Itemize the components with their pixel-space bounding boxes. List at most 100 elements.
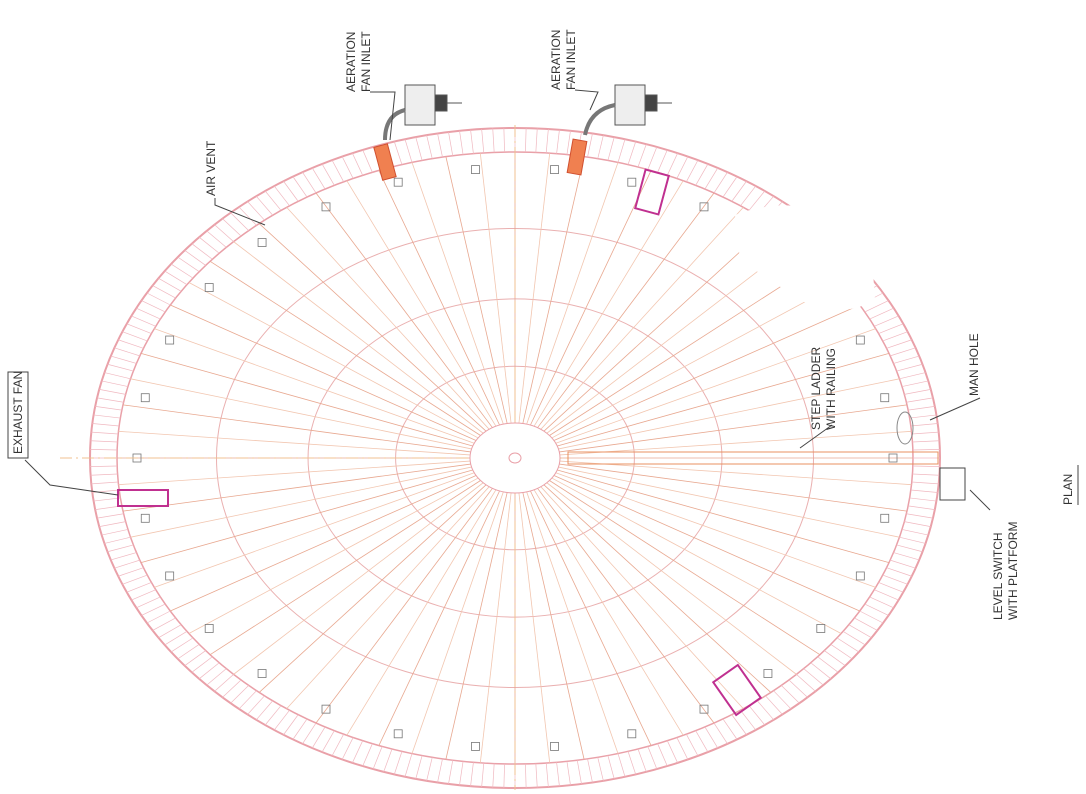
vent-square [140, 393, 150, 403]
rim-hatch [191, 656, 213, 673]
rim-hatch [647, 746, 658, 770]
rim-hatch [437, 758, 443, 783]
rim-hatch [93, 497, 121, 502]
radial-line [518, 492, 551, 763]
rim-hatch [890, 559, 916, 569]
rim-hatch [311, 726, 326, 749]
rim-hatch [525, 763, 527, 788]
vent-square [165, 571, 175, 581]
rim-hatch [912, 440, 940, 443]
rim-hatch [141, 603, 166, 616]
radial-line [122, 463, 471, 512]
blank-patch [735, 205, 875, 310]
radial-line [140, 352, 473, 447]
radial-line [378, 490, 500, 746]
radial-line [233, 482, 484, 675]
rim-hatch [731, 181, 747, 202]
rim-hatch [901, 529, 929, 536]
rim-hatch [627, 141, 637, 165]
rim-hatch [158, 277, 182, 292]
aeration-fan-1 [373, 84, 462, 181]
rim-hatch [908, 406, 935, 411]
rim-hatch [864, 300, 889, 313]
rim-hatch [676, 737, 689, 760]
vent-square [393, 177, 403, 187]
radial-line [411, 491, 504, 754]
rim-hatch [114, 347, 140, 357]
exhaust-fan-unit [117, 489, 169, 507]
radial-line [118, 460, 471, 486]
rim-hatch [404, 139, 413, 163]
rim-hatch [247, 695, 265, 715]
rim-hatch [899, 536, 926, 544]
vent-square [165, 335, 175, 345]
radial-line [546, 241, 797, 434]
rim-hatch [906, 513, 933, 519]
rim-hatch [535, 763, 538, 788]
rim-hatch [321, 730, 335, 753]
radial-line [130, 466, 472, 538]
radial-line [188, 477, 479, 634]
rim-hatch [637, 748, 647, 772]
rim-hatch [647, 146, 658, 170]
radial-line [549, 480, 821, 656]
label: AERATIONFAN INLET [344, 31, 373, 92]
center-cone [469, 422, 561, 494]
rim-hatch [878, 582, 904, 593]
radial-line [209, 260, 481, 436]
rim-hatch [830, 643, 853, 660]
rim-hatch [566, 130, 571, 155]
radial-line [553, 475, 860, 612]
rim-hatch [283, 181, 299, 202]
rim-hatch [908, 505, 935, 510]
radial-line [154, 328, 475, 444]
rim-hatch [101, 529, 129, 536]
rim-hatch [90, 449, 118, 451]
rim-hatch [899, 372, 926, 380]
rim-hatch [854, 617, 878, 631]
rim-hatch [704, 726, 719, 749]
rim-hatch [104, 536, 131, 544]
rim-hatch [426, 757, 433, 781]
radial-line [543, 223, 772, 432]
rim-hatch [426, 135, 433, 159]
rim-hatch [146, 292, 171, 306]
radial-line [522, 156, 585, 424]
rim-hatch [177, 643, 200, 660]
rim-hatch [90, 473, 118, 476]
rim-hatch [503, 128, 505, 153]
rim-hatch [890, 347, 916, 357]
vent-square [471, 165, 480, 174]
radial-line [154, 472, 475, 588]
rim-hatch [910, 489, 938, 493]
rim-hatch [893, 355, 920, 364]
vent-unit [711, 663, 763, 717]
radial-line [540, 486, 744, 709]
rim-hatch [122, 331, 148, 342]
rim-hatch [566, 761, 571, 786]
label: AERATIONFAN INLET [549, 29, 578, 90]
rim-hatch [311, 167, 326, 190]
vent-square [855, 571, 865, 581]
rim-hatch [492, 128, 495, 153]
rim-hatch [731, 714, 747, 735]
radial-line [411, 162, 504, 425]
radial-line [559, 460, 912, 486]
level-switch [939, 467, 966, 501]
vent-square [140, 513, 150, 523]
rim-hatch [198, 662, 220, 680]
label-box [7, 371, 29, 459]
rim-hatch [886, 567, 912, 577]
vent-square [627, 729, 637, 739]
rim-hatch [341, 156, 354, 179]
rim-hatch [909, 414, 937, 419]
radial-line [315, 192, 493, 428]
vent-unit [634, 168, 670, 216]
rim-hatch [459, 130, 464, 155]
radial-line [530, 170, 652, 426]
rim-hatch [859, 610, 884, 624]
rim-hatch [91, 481, 119, 485]
rim-hatch [722, 176, 738, 198]
rim-hatch [256, 700, 273, 721]
rim-hatch [238, 690, 257, 710]
